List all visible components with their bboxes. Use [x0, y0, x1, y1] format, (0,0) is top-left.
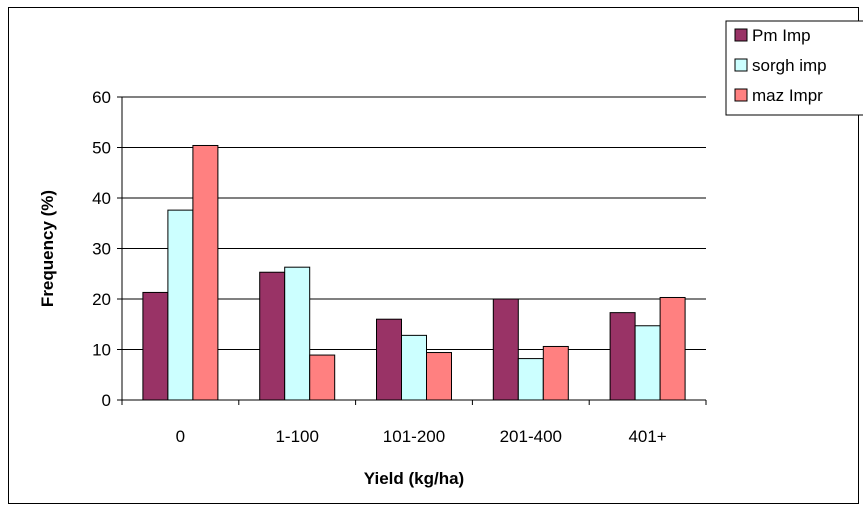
legend-box	[725, 20, 863, 116]
gridlines	[122, 96, 706, 350]
legend: Pm Imp sorgh imp maz Impr	[725, 20, 863, 116]
bar-maz-impr-3	[426, 352, 452, 401]
bar-pm-imp-1	[142, 291, 169, 401]
bar-sorgh-imp-5	[634, 325, 661, 401]
x-tick-label: 201-400	[500, 427, 562, 446]
bar-sorgh-imp-1	[167, 209, 194, 401]
y-tick-label: 0	[102, 391, 111, 410]
legend-label: sorgh imp	[752, 56, 827, 75]
bar-pm-imp-2	[259, 271, 286, 401]
y-axis-title: Frequency (%)	[38, 190, 57, 307]
bar-maz-impr-2	[309, 354, 336, 401]
bar-sorgh-imp-4	[517, 358, 544, 401]
x-tick-label: 401+	[628, 427, 666, 446]
x-axis-title: Yield (kg/ha)	[364, 469, 464, 488]
y-tick-label: 60	[92, 88, 111, 107]
bars	[142, 144, 686, 401]
bar-sorgh-imp-2	[284, 266, 311, 401]
bar-pm-imp-4	[492, 298, 519, 401]
bar-pm-imp-3	[376, 318, 402, 401]
bar-pm-imp-5	[609, 312, 636, 401]
axes	[117, 96, 707, 405]
x-tick-labels: 0 1-100 101-200 201-400 401+	[176, 427, 667, 446]
legend-label: Pm Imp	[752, 26, 811, 45]
y-tick-label: 10	[92, 341, 111, 360]
x-tick-label: 101-200	[383, 427, 445, 446]
y-tick-label: 30	[92, 240, 111, 259]
y-tick-label: 40	[92, 189, 111, 208]
x-tick-label: 0	[176, 427, 185, 446]
y-tick-label: 50	[92, 139, 111, 158]
bar-maz-impr-1	[192, 144, 219, 401]
legend-label: maz Impr	[752, 86, 823, 105]
bar-sorgh-imp-3	[401, 334, 427, 401]
legend-swatch	[734, 88, 748, 102]
chart-area	[8, 7, 859, 504]
bar-maz-impr-4	[542, 345, 569, 401]
bar-maz-impr-5	[659, 296, 686, 401]
legend-swatch	[734, 58, 748, 72]
legend-swatch	[734, 28, 748, 42]
y-tick-labels: 0 10 20 30 40 50 60	[92, 88, 111, 410]
y-tick-label: 20	[92, 290, 111, 309]
x-tick-label: 1-100	[275, 427, 318, 446]
